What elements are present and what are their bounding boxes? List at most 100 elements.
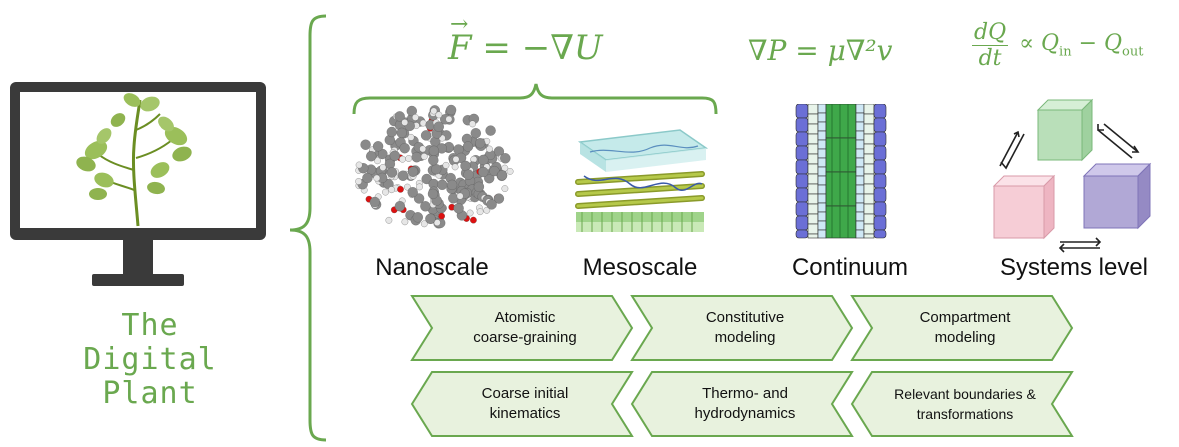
atom [407, 133, 415, 141]
atom [433, 121, 444, 132]
atom [451, 163, 459, 171]
tissue-cell [807, 143, 819, 155]
atom [428, 145, 440, 156]
tissue-cell [863, 104, 875, 115]
atom [405, 155, 413, 162]
atom [462, 141, 474, 152]
tissue-cell [855, 193, 865, 204]
continuum-tissue-illustration [795, 104, 887, 239]
tissue-cell [855, 211, 865, 222]
atom [388, 186, 395, 194]
tissue-cell [795, 131, 809, 147]
atom [470, 128, 481, 139]
monitor-illustration [10, 82, 266, 286]
tissue-cell [795, 229, 809, 239]
atom [416, 183, 423, 191]
atom [476, 208, 484, 216]
tissue-cell [817, 121, 827, 132]
tissue-cell [855, 157, 865, 168]
atom [501, 185, 509, 192]
tissue-cell [873, 104, 887, 119]
tissue-cell [795, 187, 809, 203]
tissue-cell [863, 183, 875, 195]
atom [460, 160, 471, 172]
tissue-cell [855, 184, 865, 195]
atom [496, 170, 508, 181]
tissue-cell [817, 229, 827, 239]
atom [437, 179, 448, 190]
tissue-cell [855, 229, 865, 239]
cube-green [1036, 98, 1094, 162]
tissue-cell [873, 145, 887, 161]
atom [382, 188, 389, 196]
atom [420, 220, 428, 228]
tissue-cell [807, 123, 819, 135]
tissue-cell [863, 233, 875, 239]
atom [386, 167, 398, 178]
tissue-cell [863, 163, 875, 175]
tissue-cell [807, 193, 819, 205]
atom [428, 155, 439, 166]
tissue-cell [873, 117, 887, 133]
atom [420, 153, 428, 160]
atom [420, 130, 432, 141]
atom [412, 114, 419, 121]
equation-force: → F = −∇U [448, 12, 603, 68]
tissue-cell [863, 223, 875, 235]
atom [394, 201, 406, 212]
tissue-cell [863, 153, 875, 165]
tissue-cell [863, 213, 875, 225]
tissue-cell [817, 130, 827, 141]
tissue-cell [807, 213, 819, 225]
atom [427, 188, 439, 200]
atom [399, 143, 410, 154]
atom [373, 174, 381, 182]
tissue-cell [795, 201, 809, 217]
exchange-arrows-icon [999, 123, 1140, 253]
atom [470, 216, 477, 224]
tissue-cell [855, 202, 865, 213]
cube-purple [1082, 162, 1152, 230]
tissue-cell [817, 166, 827, 177]
tissue-cell [807, 113, 819, 125]
label-mesoscale: Mesoscale [582, 254, 698, 281]
systems-compartment-illustration [992, 98, 1152, 253]
atom [456, 192, 464, 200]
atom [401, 119, 409, 126]
equation-flow: ∇P = μ∇²v [748, 34, 893, 67]
mesoscale-membrane-illustration [575, 129, 709, 232]
label-nanoscale: Nanoscale [375, 254, 489, 281]
tissue-cell [873, 131, 887, 147]
tissue-cell [873, 187, 887, 203]
tissue-cell [807, 133, 819, 145]
atom [407, 166, 419, 177]
equation-compartment: dQ dt ∝ Qin − Qout [972, 20, 1144, 71]
atom [386, 126, 397, 138]
tissue-cell [807, 223, 819, 235]
tissue-cell [795, 159, 809, 175]
atom [478, 166, 489, 178]
tissue-cell [873, 173, 887, 189]
atom [445, 115, 453, 123]
tissue-cell [863, 123, 875, 135]
tissue-cell [817, 175, 827, 186]
atom [419, 119, 427, 127]
atom [413, 193, 425, 204]
tissue-cell [825, 137, 857, 173]
tissue-cell [873, 229, 887, 239]
tissue-cell [795, 145, 809, 161]
atom [355, 178, 362, 185]
atom [478, 154, 489, 166]
atom [435, 111, 443, 119]
atom [442, 161, 450, 169]
atom [483, 206, 491, 214]
cube-pink [992, 174, 1056, 240]
backward-arrow-3-label: Relevant boundaries & transformations [894, 386, 1036, 422]
atom [486, 145, 493, 153]
tissue-cell [795, 104, 809, 119]
tissue-cell [817, 220, 827, 231]
tissue-cell [817, 211, 827, 222]
atom [394, 111, 405, 122]
label-systems-level: Systems level [999, 254, 1149, 281]
forward-arrow-3 [850, 295, 1074, 361]
